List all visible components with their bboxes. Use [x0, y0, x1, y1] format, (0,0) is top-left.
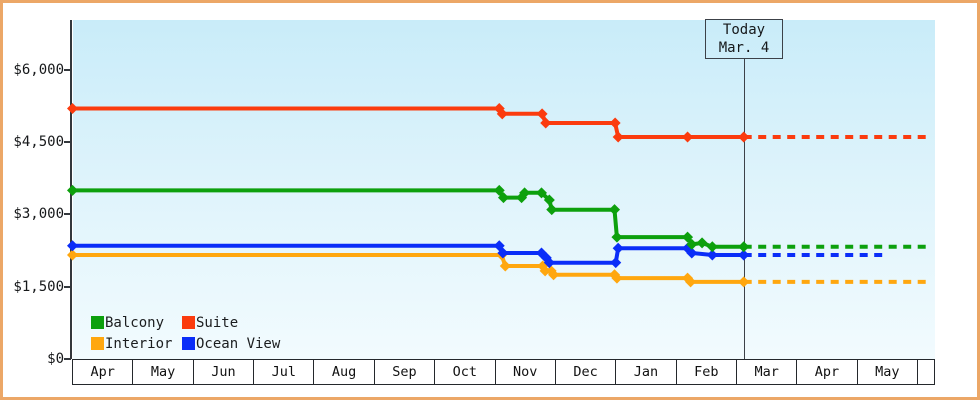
x-axis-month-table: Apr May Jun Jul Aug Sep Oct Nov Dec Jan Feb Mar Apr M… — [72, 359, 935, 385]
month-cell: Jul — [254, 360, 315, 384]
legend: Balcony Suite Interior Ocean View — [91, 312, 280, 354]
today-label: Today — [722, 22, 766, 38]
month-cell-empty — [918, 360, 934, 384]
legend-label: Suite — [196, 314, 239, 331]
y-tick-mark — [64, 68, 71, 71]
month-cell: Mar — [737, 360, 798, 384]
today-marker-box: Today Mar. 4 — [705, 19, 783, 59]
legend-label: Balcony — [105, 314, 165, 331]
legend-item-suite: Suite — [182, 315, 273, 331]
month-cell: Jan — [616, 360, 677, 384]
y-tick-label: $1,500 — [13, 278, 64, 295]
legend-swatch-icon — [182, 337, 195, 350]
y-tick-label: $3,000 — [13, 206, 64, 223]
month-cell: Nov — [496, 360, 556, 384]
y-tick-mark — [64, 141, 71, 144]
month-cell: Feb — [677, 360, 737, 384]
legend-swatch-icon — [91, 316, 104, 329]
y-tick-label: $6,000 — [13, 61, 64, 78]
plot-area — [73, 20, 935, 359]
legend-label: Ocean View — [196, 335, 281, 352]
legend-item-ocean-view: Ocean View — [182, 336, 280, 352]
today-date: Mar. 4 — [718, 40, 770, 56]
legend-row: Interior Ocean View — [91, 333, 280, 354]
y-tick-mark — [64, 358, 71, 360]
month-cell: Oct — [435, 360, 496, 384]
y-tick-label: $0 — [47, 351, 64, 367]
month-cell: May — [133, 360, 194, 384]
y-tick-mark — [64, 213, 71, 216]
month-cell: Apr — [797, 360, 858, 384]
legend-swatch-icon — [91, 337, 104, 350]
legend-swatch-icon — [182, 316, 195, 329]
month-cell: Sep — [375, 360, 436, 384]
month-cell: Aug — [314, 360, 375, 384]
month-cell: Jun — [194, 360, 255, 384]
month-cell: Dec — [556, 360, 617, 384]
legend-item-interior: Interior — [91, 336, 182, 352]
month-cell: May — [858, 360, 919, 384]
month-cell: Apr — [73, 360, 134, 384]
legend-label: Interior — [105, 335, 173, 352]
y-tick-label: $4,500 — [13, 134, 64, 151]
y-tick-mark — [64, 285, 71, 288]
today-vertical-line — [744, 59, 745, 359]
legend-row: Balcony Suite — [91, 312, 273, 333]
legend-item-balcony: Balcony — [91, 315, 182, 331]
